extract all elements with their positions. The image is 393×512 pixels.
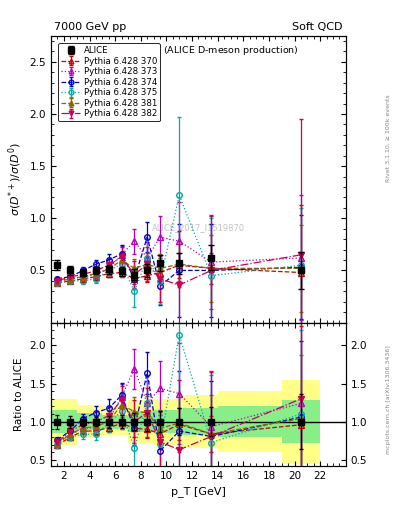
Text: ALICE_2017_I1519870: ALICE_2017_I1519870 xyxy=(152,223,245,232)
Text: 7000 GeV pp: 7000 GeV pp xyxy=(54,22,126,32)
Text: mcplots.cern.ch [arXiv:1306.3436]: mcplots.cern.ch [arXiv:1306.3436] xyxy=(386,345,391,454)
Text: Rivet 3.1.10, ≥ 100k events: Rivet 3.1.10, ≥ 100k events xyxy=(386,94,391,182)
X-axis label: p_T [GeV]: p_T [GeV] xyxy=(171,486,226,497)
Text: D$^{*+}$/D$^0$ vs p$_T$ (ALICE D-meson production): D$^{*+}$/D$^0$ vs p$_T$ (ALICE D-meson p… xyxy=(99,43,298,58)
Y-axis label: Ratio to ALICE: Ratio to ALICE xyxy=(14,357,24,431)
Y-axis label: $\sigma(D^{*+})/\sigma(D^0)$: $\sigma(D^{*+})/\sigma(D^0)$ xyxy=(6,142,24,216)
Legend: ALICE, Pythia 6.428 370, Pythia 6.428 373, Pythia 6.428 374, Pythia 6.428 375, P: ALICE, Pythia 6.428 370, Pythia 6.428 37… xyxy=(58,43,160,121)
Text: Soft QCD: Soft QCD xyxy=(292,22,343,32)
